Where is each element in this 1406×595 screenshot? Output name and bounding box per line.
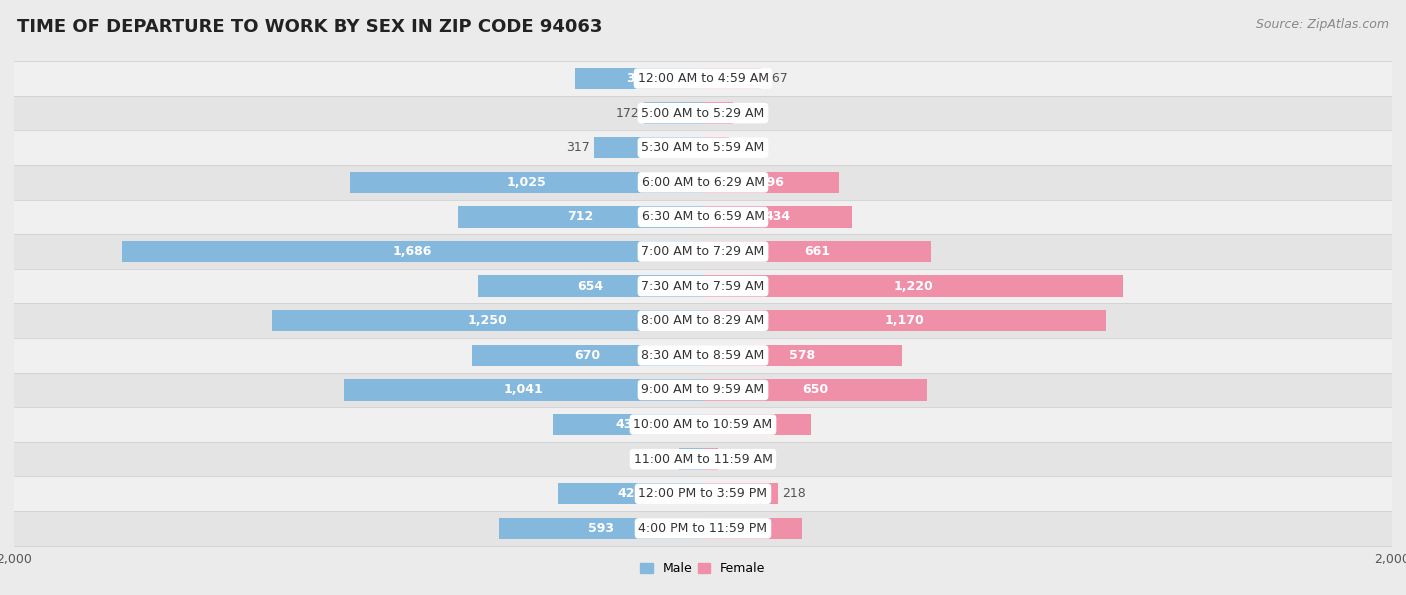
Bar <box>703 241 931 262</box>
Bar <box>703 449 718 470</box>
Bar <box>14 442 1392 477</box>
Bar <box>14 477 1392 511</box>
Text: TIME OF DEPARTURE TO WORK BY SEX IN ZIP CODE 94063: TIME OF DEPARTURE TO WORK BY SEX IN ZIP … <box>17 18 602 36</box>
Text: 578: 578 <box>790 349 815 362</box>
Text: 373: 373 <box>626 72 652 85</box>
Bar <box>478 275 703 297</box>
Text: 86: 86 <box>737 107 752 120</box>
Text: 10:00 AM to 10:59 AM: 10:00 AM to 10:59 AM <box>634 418 772 431</box>
Legend: Male, Female: Male, Female <box>636 557 770 580</box>
Text: 654: 654 <box>578 280 603 293</box>
Text: 12:00 PM to 3:59 PM: 12:00 PM to 3:59 PM <box>638 487 768 500</box>
Bar <box>703 414 811 436</box>
Bar <box>679 449 703 470</box>
Text: 70: 70 <box>659 453 675 466</box>
Bar <box>703 137 730 158</box>
Bar <box>14 61 1392 96</box>
Text: 172: 172 <box>616 107 640 120</box>
Bar <box>558 483 703 505</box>
Text: 12:00 AM to 4:59 AM: 12:00 AM to 4:59 AM <box>637 72 769 85</box>
Bar <box>703 345 903 366</box>
Text: 1,041: 1,041 <box>503 383 544 396</box>
Bar <box>344 379 703 400</box>
Text: 7:30 AM to 7:59 AM: 7:30 AM to 7:59 AM <box>641 280 765 293</box>
Bar <box>703 483 778 505</box>
Text: 11:00 AM to 11:59 AM: 11:00 AM to 11:59 AM <box>634 453 772 466</box>
Bar <box>703 275 1123 297</box>
Text: 650: 650 <box>801 383 828 396</box>
Text: 1,025: 1,025 <box>506 176 547 189</box>
Text: 5:00 AM to 5:29 AM: 5:00 AM to 5:29 AM <box>641 107 765 120</box>
Text: 421: 421 <box>617 487 644 500</box>
Bar <box>14 303 1392 338</box>
Bar <box>122 241 703 262</box>
Text: 317: 317 <box>567 141 589 154</box>
Text: 396: 396 <box>758 176 785 189</box>
Text: Source: ZipAtlas.com: Source: ZipAtlas.com <box>1256 18 1389 31</box>
Text: 6:30 AM to 6:59 AM: 6:30 AM to 6:59 AM <box>641 211 765 224</box>
Text: 6:00 AM to 6:29 AM: 6:00 AM to 6:29 AM <box>641 176 765 189</box>
Bar <box>703 379 927 400</box>
Text: 1,250: 1,250 <box>468 314 508 327</box>
Text: 9:00 AM to 9:59 AM: 9:00 AM to 9:59 AM <box>641 383 765 396</box>
Text: 1,686: 1,686 <box>392 245 432 258</box>
Text: 314: 314 <box>744 418 770 431</box>
Bar <box>14 407 1392 442</box>
Text: 43: 43 <box>721 453 738 466</box>
Bar <box>14 269 1392 303</box>
Bar <box>703 518 803 539</box>
Bar <box>14 511 1392 546</box>
Bar <box>14 165 1392 200</box>
Bar <box>458 206 703 228</box>
Bar <box>14 234 1392 269</box>
Text: 5:30 AM to 5:59 AM: 5:30 AM to 5:59 AM <box>641 141 765 154</box>
Text: 8:30 AM to 8:59 AM: 8:30 AM to 8:59 AM <box>641 349 765 362</box>
Text: 288: 288 <box>740 522 766 535</box>
Text: 434: 434 <box>765 211 790 224</box>
Bar <box>703 68 761 89</box>
Bar <box>14 130 1392 165</box>
Text: 76: 76 <box>734 141 749 154</box>
Bar <box>273 310 703 331</box>
Bar <box>350 171 703 193</box>
Text: 661: 661 <box>804 245 830 258</box>
Bar <box>703 171 839 193</box>
Bar <box>14 338 1392 372</box>
Text: 167: 167 <box>765 72 789 85</box>
Text: 712: 712 <box>567 211 593 224</box>
Text: 218: 218 <box>782 487 806 500</box>
Bar <box>14 200 1392 234</box>
Bar <box>472 345 703 366</box>
Text: 670: 670 <box>575 349 600 362</box>
Bar <box>14 372 1392 407</box>
Text: 1,220: 1,220 <box>893 280 934 293</box>
Bar <box>593 137 703 158</box>
Bar <box>14 96 1392 130</box>
Bar <box>703 310 1107 331</box>
Bar <box>703 206 852 228</box>
Text: 8:00 AM to 8:29 AM: 8:00 AM to 8:29 AM <box>641 314 765 327</box>
Text: 1,170: 1,170 <box>884 314 924 327</box>
Bar <box>499 518 703 539</box>
Bar <box>553 414 703 436</box>
Bar <box>703 102 733 124</box>
Text: 593: 593 <box>588 522 614 535</box>
Text: 4:00 PM to 11:59 PM: 4:00 PM to 11:59 PM <box>638 522 768 535</box>
Bar <box>575 68 703 89</box>
Text: 435: 435 <box>614 418 641 431</box>
Bar <box>644 102 703 124</box>
Text: 7:00 AM to 7:29 AM: 7:00 AM to 7:29 AM <box>641 245 765 258</box>
